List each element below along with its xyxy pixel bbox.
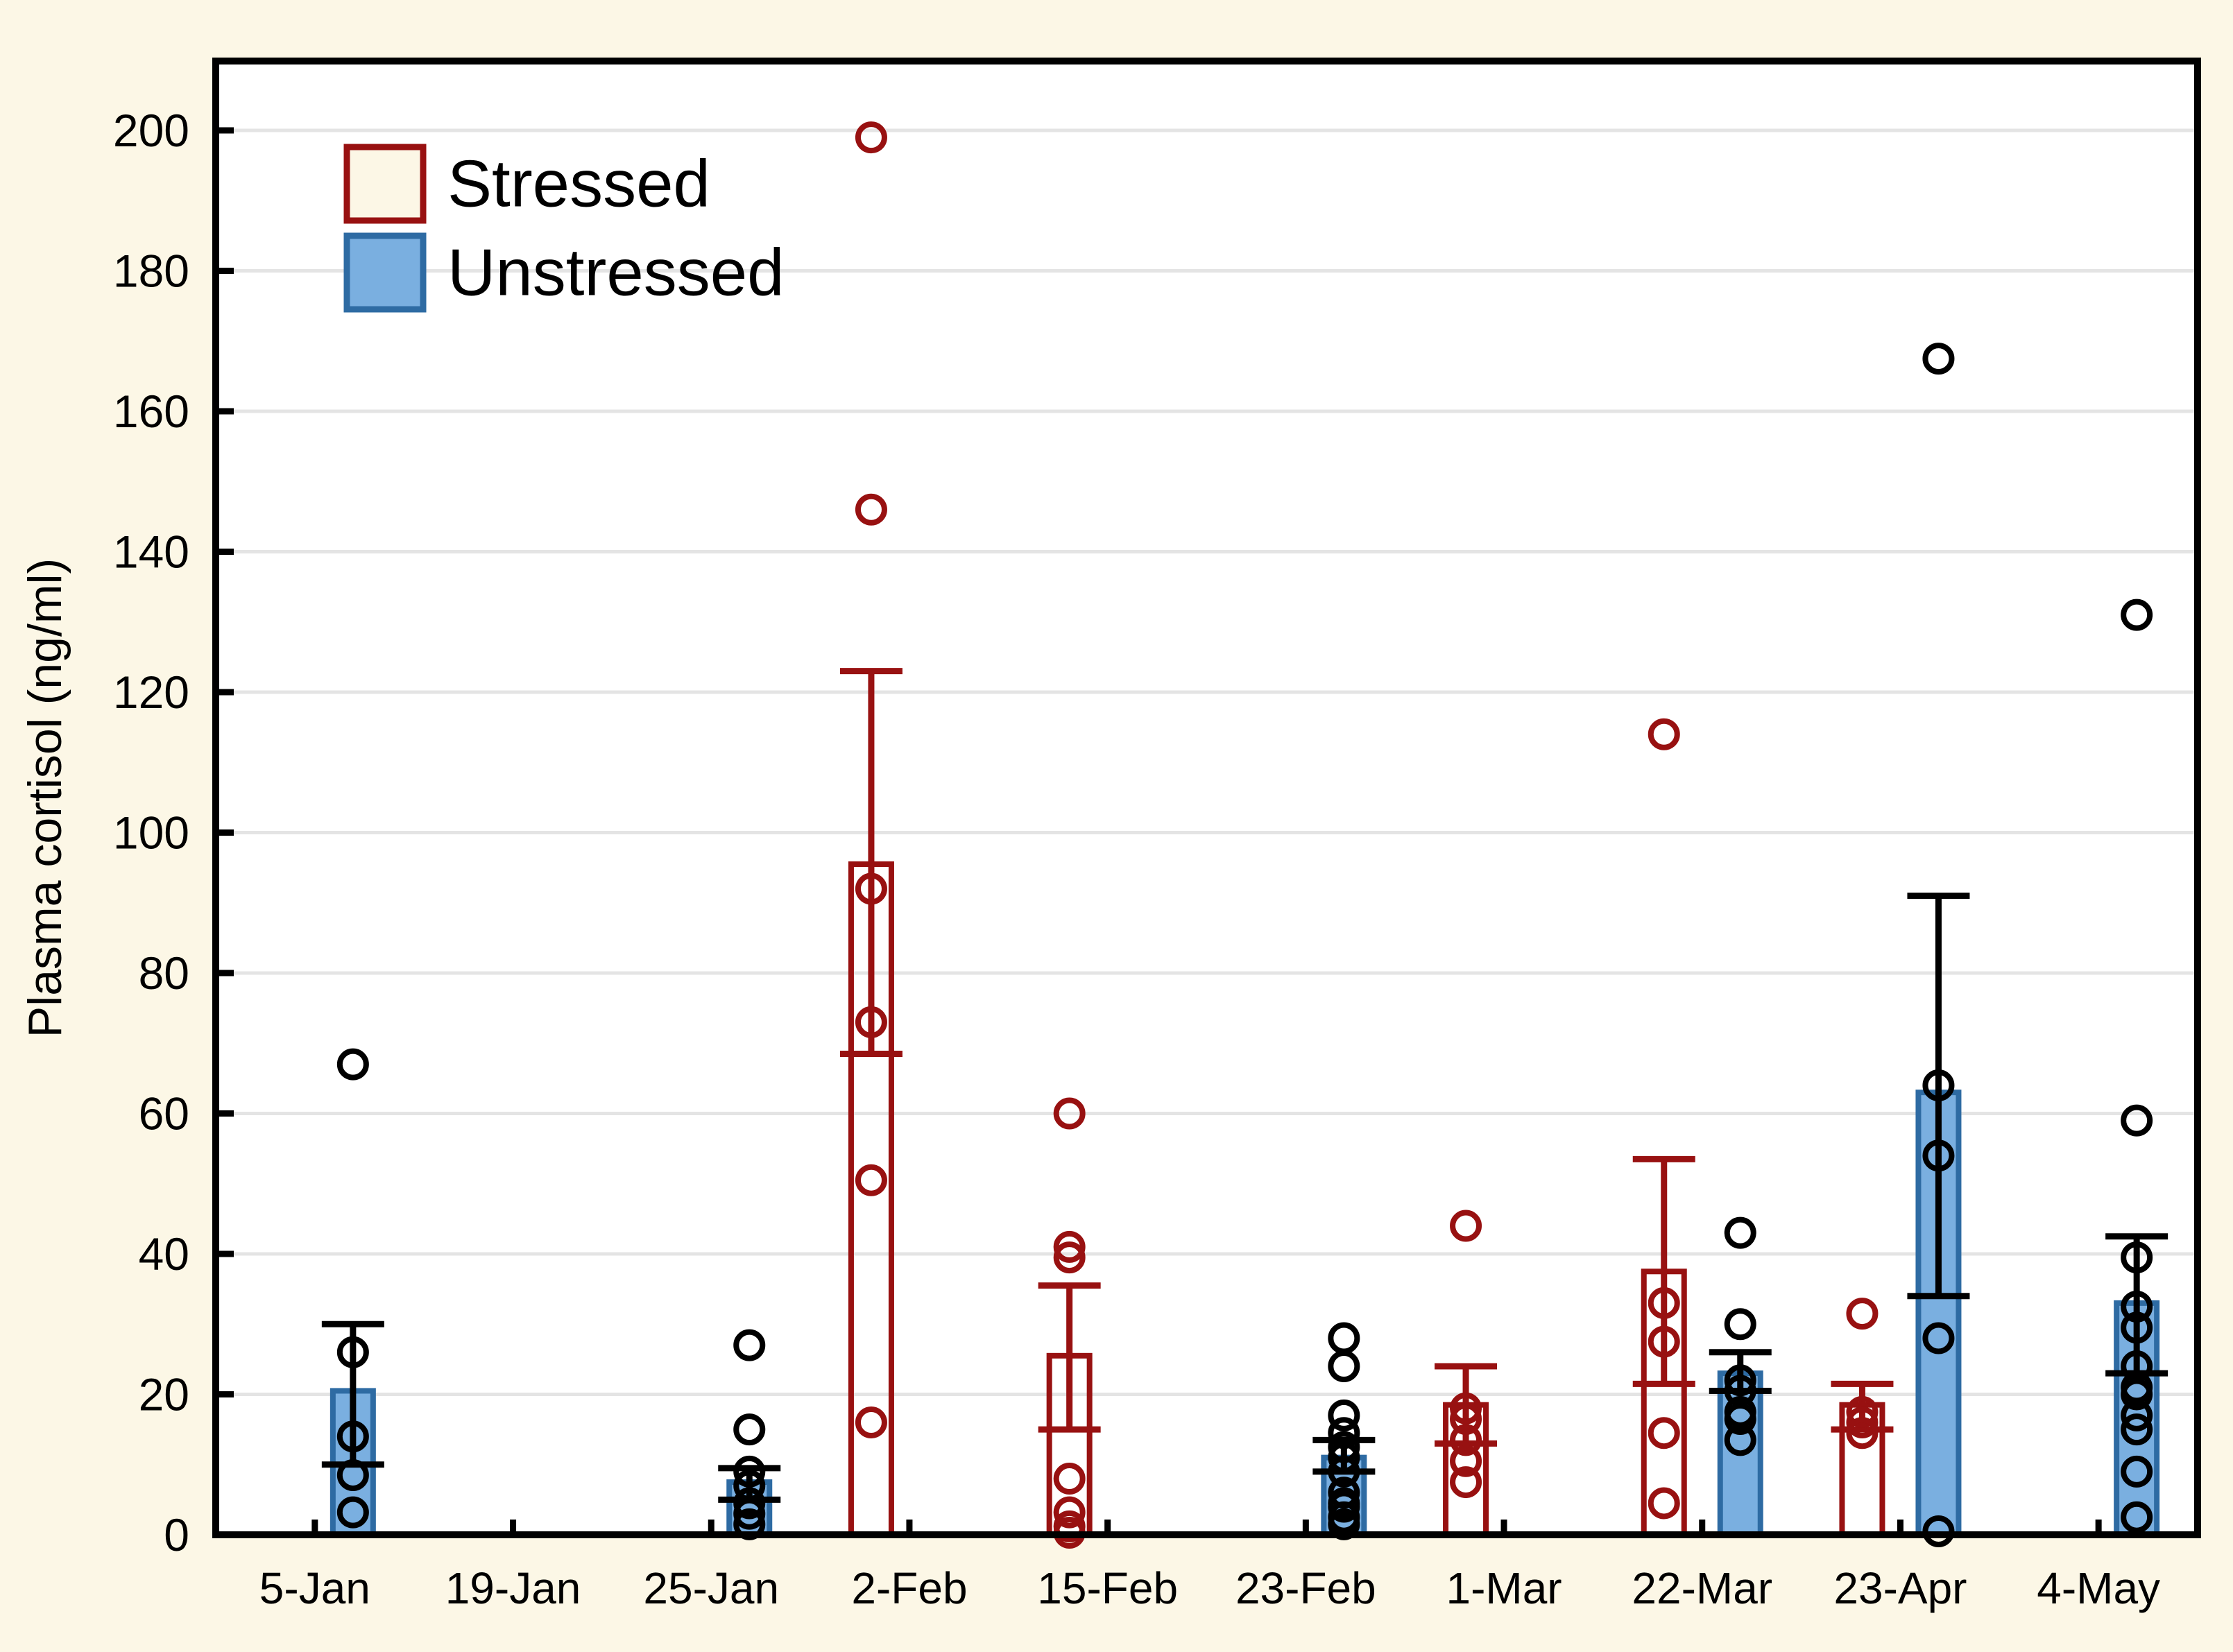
data-point [1053, 1496, 1086, 1529]
data-point [336, 1048, 369, 1081]
data-point [855, 493, 887, 526]
y-tick-label: 200 [113, 105, 189, 156]
data-point [2121, 1501, 2153, 1533]
y-tick-label: 140 [113, 526, 189, 578]
data-point [2121, 1241, 2153, 1274]
data-point [1724, 1216, 1756, 1249]
gridlines [219, 128, 2194, 1396]
data-point [1450, 1424, 1482, 1456]
data-point [1328, 1441, 1360, 1474]
plot-area [216, 61, 2198, 1535]
data-point [733, 1497, 766, 1530]
data-point [1053, 1097, 1086, 1130]
data-point [1922, 1322, 1955, 1354]
data-point [1724, 1308, 1756, 1341]
data-point [336, 1420, 369, 1453]
data-point [1724, 1424, 1756, 1456]
data-point [1648, 1287, 1680, 1319]
data-point [1450, 1210, 1482, 1242]
data-point [1846, 1298, 1879, 1330]
legend-swatch-unstressed [343, 232, 427, 313]
y-tick-label: 120 [113, 666, 189, 718]
data-point [1328, 1455, 1360, 1488]
data-point [1328, 1350, 1360, 1382]
x-tick-label: 15-Feb [1037, 1563, 1178, 1613]
y-tick-label: 160 [113, 386, 189, 437]
data-point [2121, 1378, 2153, 1411]
data-point [1922, 343, 1955, 375]
y-tick-label: 100 [113, 807, 189, 859]
data-point [2121, 1104, 2153, 1137]
data-point [855, 121, 887, 154]
series-unstressed [321, 343, 2168, 1547]
data-point [2121, 1455, 2153, 1488]
x-tick-label: 23-Feb [1235, 1563, 1376, 1613]
y-tick-label: 60 [139, 1088, 189, 1139]
x-tick-label: 5-Jan [259, 1563, 370, 1613]
x-tick-label: 4-May [2037, 1563, 2160, 1613]
data-point [336, 1459, 369, 1491]
y-axis-title: Plasma cortisol (ng/ml) [19, 558, 71, 1038]
data-point [1450, 1392, 1482, 1425]
data-point [855, 1406, 887, 1438]
data-point [1450, 1445, 1482, 1477]
data-point [1053, 1230, 1086, 1263]
x-tick-label: 19-Jan [445, 1563, 581, 1613]
data-point [1053, 1463, 1086, 1495]
data-point [733, 1329, 766, 1361]
x-tick-label: 22-Mar [1632, 1563, 1772, 1613]
data-point [855, 1006, 887, 1038]
x-tick-label: 1-Mar [1446, 1563, 1562, 1613]
legend-label-stressed: Stressed [447, 147, 710, 221]
y-tick-label: 40 [139, 1228, 189, 1280]
error-bar [1632, 1155, 1695, 1387]
data-point [2121, 599, 2153, 631]
data-point [1724, 1364, 1756, 1397]
data-point [1450, 1402, 1482, 1435]
data-point [1846, 1406, 1879, 1438]
data-point [336, 1496, 369, 1529]
x-tick-label: 2-Feb [851, 1563, 967, 1613]
data-point [1450, 1466, 1482, 1499]
data-point [2121, 1399, 2153, 1431]
plot-frame [212, 58, 2201, 1538]
data-point [2121, 1413, 2153, 1446]
data-point [336, 1336, 369, 1368]
data-point [1724, 1402, 1756, 1435]
data-point [1922, 1515, 1955, 1547]
x-tick-label: 25-Jan [643, 1563, 779, 1613]
data-point [855, 1164, 887, 1196]
data-point [1922, 1139, 1955, 1172]
x-tick-label: 23-Apr [1833, 1563, 1967, 1613]
error-bar [839, 668, 902, 1057]
data-point [1846, 1395, 1879, 1428]
data-point [855, 872, 887, 905]
y-tick-label: 20 [139, 1369, 189, 1420]
error-bar [1038, 1282, 1101, 1433]
axes: 0 20 40 60 80 100 120 140 160 180 200 5-Jan 19-Jan 25… [113, 105, 2160, 1613]
data-point [1648, 1417, 1680, 1449]
data-point [2121, 1311, 2153, 1344]
y-tick-label: 180 [113, 246, 189, 297]
data-point [733, 1413, 766, 1446]
data-point [1053, 1241, 1086, 1274]
data-point [1846, 1417, 1879, 1449]
data-point [1648, 1487, 1680, 1520]
data-point [1648, 718, 1680, 750]
data-point [733, 1455, 766, 1488]
data-point [1648, 1325, 1680, 1358]
legend: Stressed Unstressed [343, 144, 785, 313]
y-tick-label: 80 [139, 947, 189, 999]
data-point [2121, 1290, 2153, 1323]
legend-swatch-stressed [343, 144, 427, 224]
y-tick-label: 0 [164, 1509, 189, 1560]
data-point [1328, 1490, 1360, 1523]
data-point [1922, 1069, 1955, 1101]
data-point [1328, 1399, 1360, 1431]
data-point [733, 1487, 766, 1520]
legend-label-unstressed: Unstressed [447, 236, 785, 310]
